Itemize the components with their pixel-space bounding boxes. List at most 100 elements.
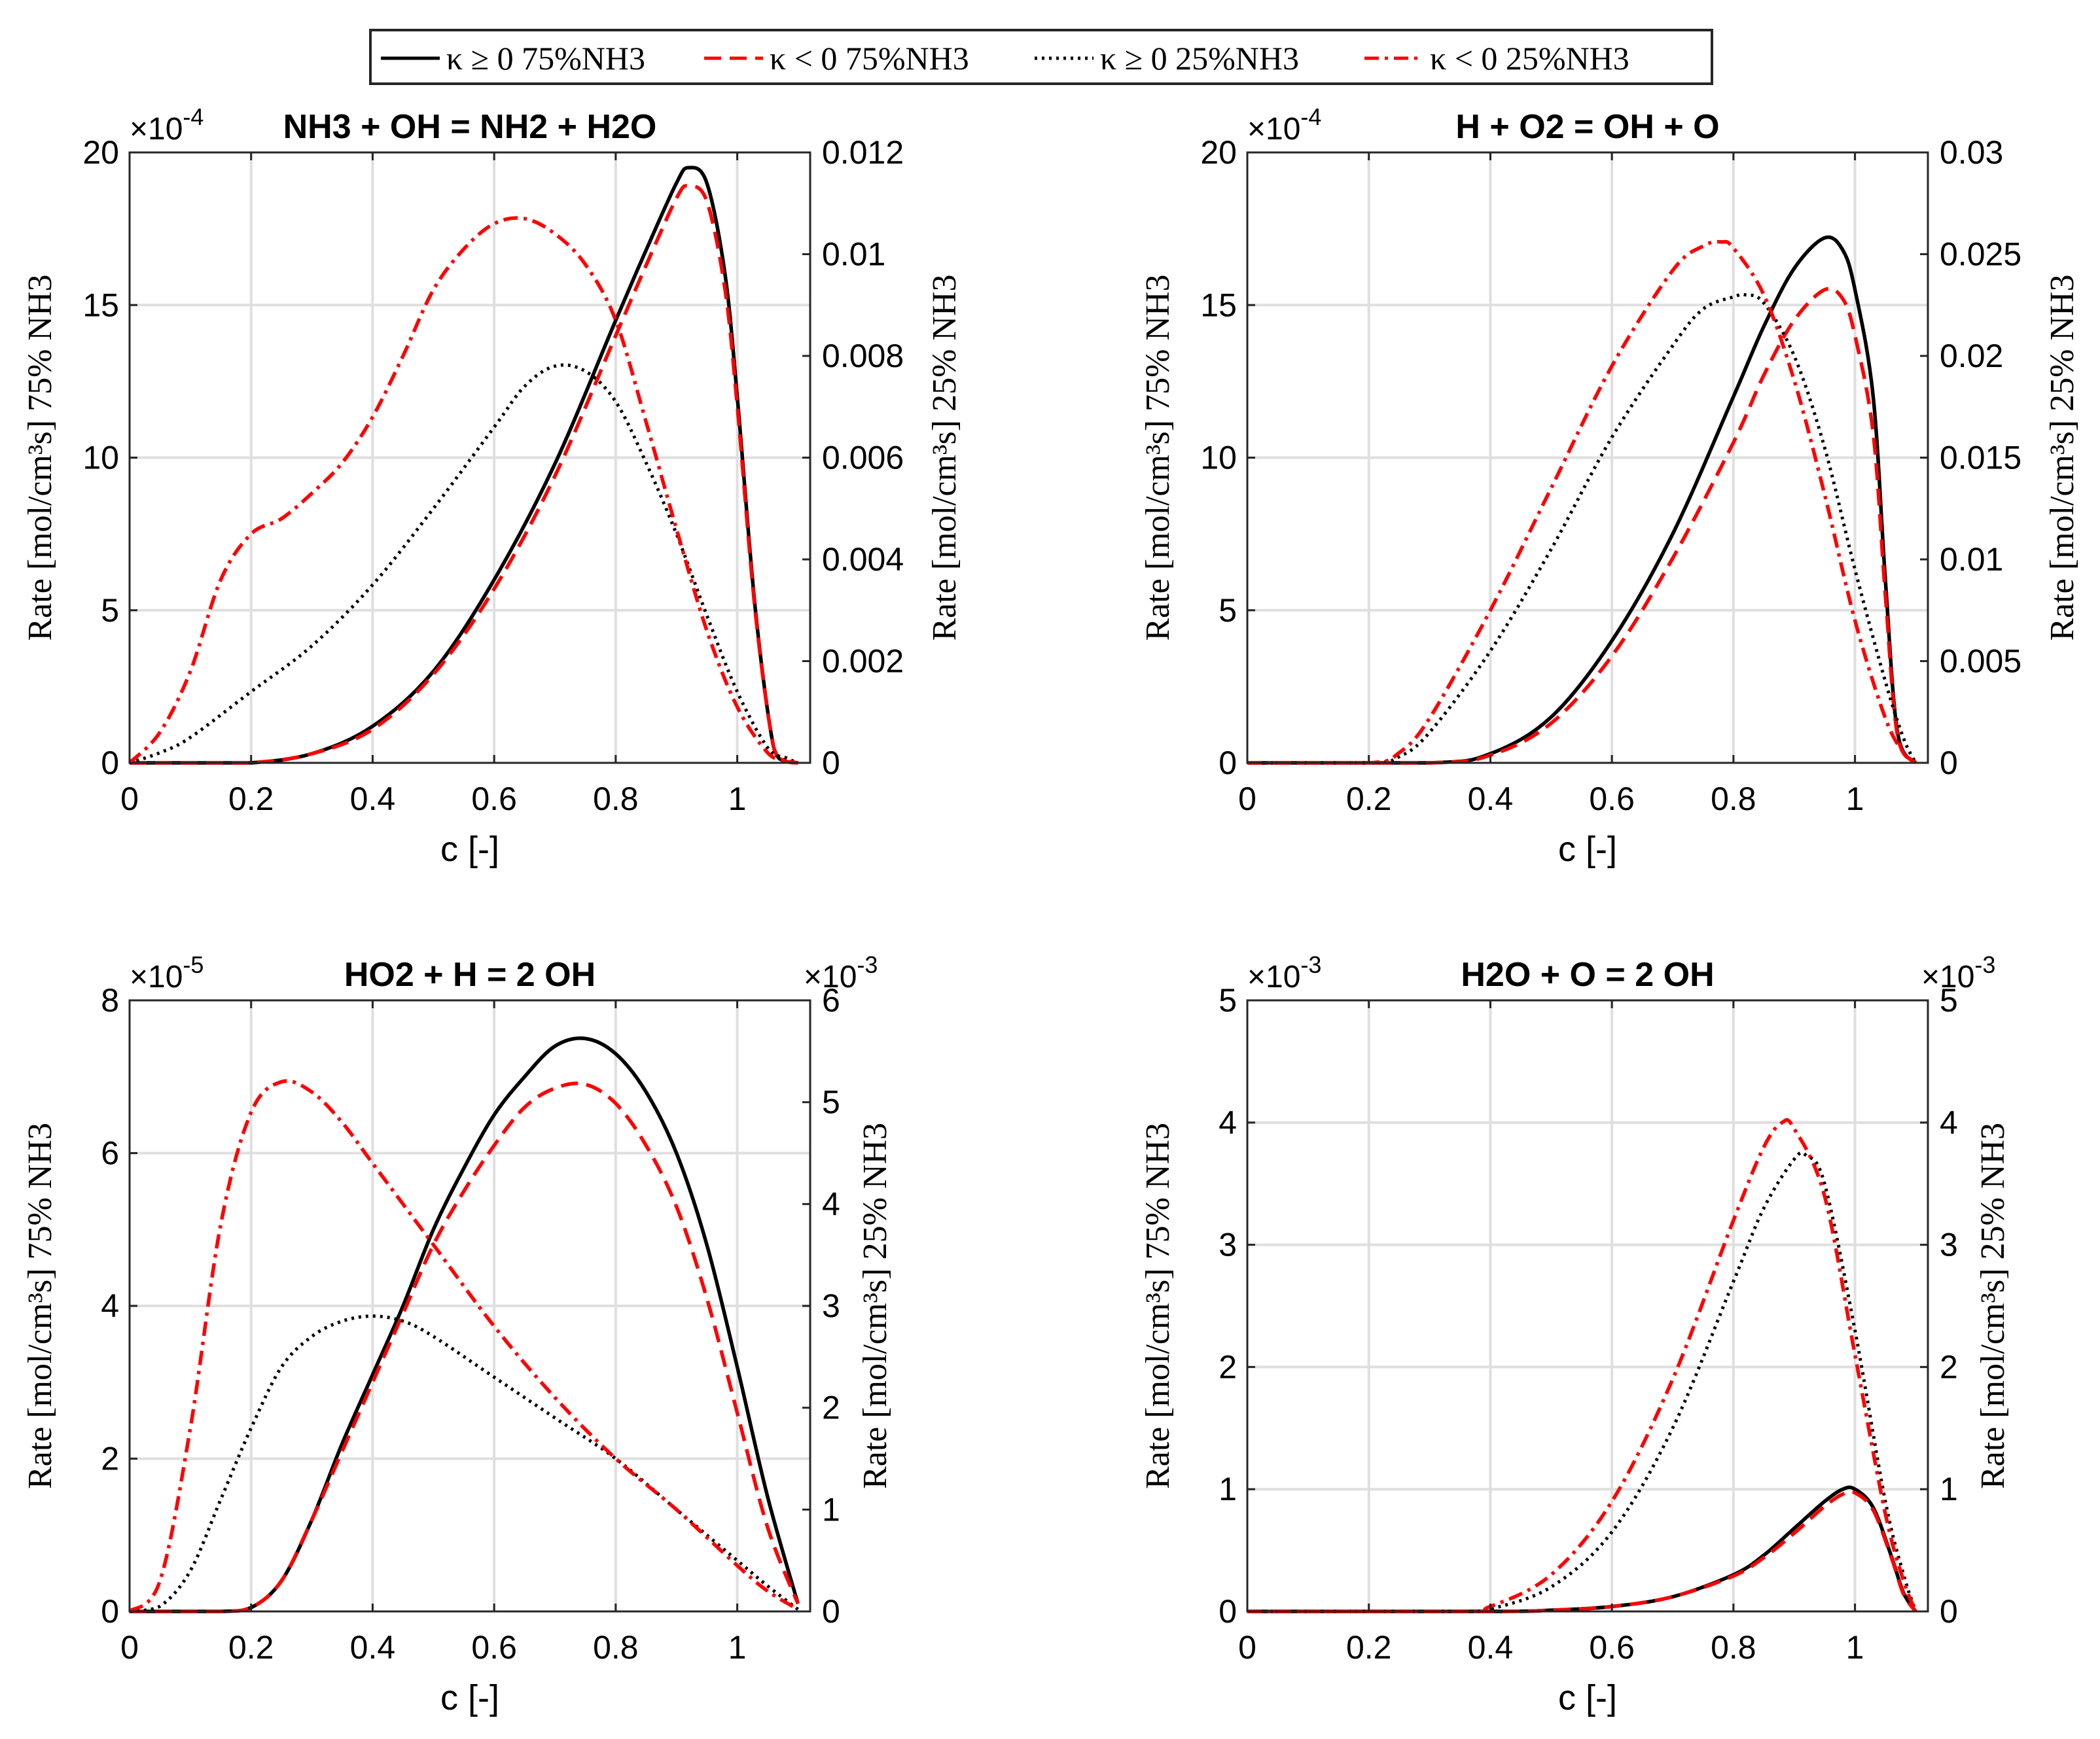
right-tick-label: 5 bbox=[1940, 982, 1958, 1019]
grid bbox=[1247, 1000, 1928, 1611]
grid bbox=[1247, 152, 1928, 763]
series-line-2 bbox=[129, 1081, 800, 1613]
series-line-2 bbox=[1247, 1489, 1917, 1613]
right-tick-label: 0.004 bbox=[822, 541, 904, 578]
right-tick-label: 3 bbox=[822, 1288, 840, 1324]
x-tick-label: 0.6 bbox=[1589, 1629, 1635, 1666]
right-tick-label: 4 bbox=[822, 1186, 840, 1222]
right-axis-multiplier: ×10-3 bbox=[1921, 951, 1995, 994]
right-tick-label: 0.002 bbox=[822, 643, 904, 680]
panel-title: H2O + O = 2 OH bbox=[1461, 956, 1714, 994]
left-tick-label: 8 bbox=[101, 982, 119, 1019]
x-tick-label: 0.8 bbox=[1711, 1629, 1756, 1666]
series-line-2 bbox=[130, 184, 798, 765]
x-axis-label: c [-] bbox=[1558, 830, 1617, 869]
left-tick-label: 0 bbox=[101, 745, 119, 781]
x-tick-label: 0 bbox=[1238, 781, 1256, 817]
legend-label-3: κ ≥ 0 25%NH3 bbox=[1100, 40, 1299, 77]
series-line-4 bbox=[128, 1079, 799, 1613]
left-axis-label: Rate [mol/cm³s] 75% NH3 bbox=[1139, 1123, 1177, 1489]
left-axis-label: Rate [mol/cm³s] 75% NH3 bbox=[22, 274, 59, 641]
axes: 0 0.2 0.4 0.6 0.8 1 0 2 4 6 8 0 1 2 3 4 5 6 ×10-5 ×10-3 Rate… bbox=[22, 951, 894, 1666]
legend-label-4: κ < 0 25%NH3 bbox=[1430, 40, 1629, 77]
legend-entry-1: κ ≥ 0 75%NH3 bbox=[381, 40, 645, 77]
series-curves bbox=[1247, 235, 1917, 765]
x-tick-label: 0.4 bbox=[350, 1629, 396, 1666]
panel-title: NH3 + OH = NH2 + H2O bbox=[283, 108, 657, 146]
x-tick-label: 0.2 bbox=[1346, 781, 1392, 817]
right-axis-multiplier: ×10-3 bbox=[804, 951, 878, 994]
left-tick-label: 2 bbox=[101, 1441, 119, 1477]
x-tick-label: 0.4 bbox=[1468, 781, 1514, 817]
left-tick-label: 20 bbox=[82, 134, 119, 171]
series-line-4 bbox=[1247, 239, 1917, 765]
x-tick-label: 0.4 bbox=[350, 781, 396, 817]
x-tick-label: 0 bbox=[1238, 1629, 1256, 1666]
left-tick-label: 2 bbox=[1219, 1348, 1237, 1385]
legend-entry-2: κ < 0 75%NH3 bbox=[704, 40, 969, 77]
right-tick-label: 0 bbox=[1940, 745, 1958, 781]
right-tick-label: 1 bbox=[822, 1491, 840, 1528]
right-tick-label: 0 bbox=[822, 1593, 840, 1630]
x-tick-label: 1 bbox=[1846, 1629, 1864, 1666]
x-tick-label: 0.4 bbox=[1468, 1629, 1514, 1666]
x-axis-label: c [-] bbox=[440, 830, 499, 869]
legend-label-1: κ ≥ 0 75%NH3 bbox=[446, 40, 645, 77]
legend-entry-3: κ ≥ 0 25%NH3 bbox=[1035, 40, 1299, 77]
series-curves bbox=[128, 166, 799, 765]
left-axis-multiplier: ×10-5 bbox=[130, 951, 204, 994]
right-tick-label: 2 bbox=[1940, 1348, 1958, 1385]
left-axis-label: Rate [mol/cm³s] 75% NH3 bbox=[22, 1123, 59, 1489]
right-tick-label: 1 bbox=[1940, 1471, 1958, 1507]
left-tick-label: 3 bbox=[1219, 1227, 1237, 1263]
grid bbox=[130, 1000, 810, 1611]
right-tick-label: 0 bbox=[822, 745, 840, 781]
legend-entry-4: κ < 0 25%NH3 bbox=[1364, 40, 1629, 77]
x-tick-label: 0.8 bbox=[593, 781, 639, 817]
left-tick-label: 20 bbox=[1200, 134, 1237, 171]
left-tick-label: 5 bbox=[1219, 592, 1237, 629]
right-tick-label: 0.01 bbox=[822, 236, 885, 273]
panel-title: H + O2 = OH + O bbox=[1455, 108, 1719, 146]
right-tick-label: 0.006 bbox=[822, 440, 904, 476]
x-tick-label: 1 bbox=[728, 781, 747, 817]
left-tick-label: 10 bbox=[82, 440, 119, 476]
left-tick-label: 5 bbox=[1219, 982, 1237, 1019]
left-tick-label: 0 bbox=[101, 1593, 119, 1630]
x-tick-label: 0 bbox=[120, 781, 139, 817]
x-tick-label: 0.8 bbox=[593, 1629, 639, 1666]
legend-label-2: κ < 0 75%NH3 bbox=[770, 40, 969, 77]
right-tick-label: 0.008 bbox=[822, 338, 904, 374]
axes-frame bbox=[1246, 999, 1929, 1613]
axes: 0 0.2 0.4 0.6 0.8 10510152000.0050.010.0150.0… bbox=[1139, 103, 2081, 817]
right-tick-label: 0.012 bbox=[822, 134, 904, 171]
series-line-4 bbox=[128, 216, 798, 765]
left-axis-multiplier: ×10-4 bbox=[1247, 103, 1321, 147]
right-axis-label: Rate [mol/cm³s] 25% NH3 bbox=[2044, 274, 2081, 641]
left-tick-label: 4 bbox=[101, 1288, 119, 1324]
series-line-3 bbox=[129, 363, 799, 765]
left-tick-label: 10 bbox=[1200, 440, 1237, 476]
series-line-3 bbox=[1247, 1151, 1917, 1613]
legend: κ ≥ 0 75%NH3 κ < 0 75%NH3 κ ≥ 0 25%NH3 κ… bbox=[369, 29, 1713, 85]
x-tick-label: 1 bbox=[1846, 781, 1864, 817]
right-tick-label: 0.02 bbox=[1940, 338, 2003, 374]
x-tick-label: 0.8 bbox=[1711, 781, 1756, 817]
right-tick-label: 6 bbox=[822, 982, 840, 1019]
right-tick-label: 0.03 bbox=[1940, 134, 2003, 171]
left-tick-label: 0 bbox=[1219, 1593, 1237, 1630]
right-tick-label: 0.005 bbox=[1940, 643, 2021, 680]
right-tick-label: 4 bbox=[1940, 1104, 1958, 1141]
right-tick-label: 0 bbox=[1940, 1593, 1958, 1630]
x-tick-label: 0.2 bbox=[228, 781, 274, 817]
left-tick-label: 15 bbox=[1200, 287, 1237, 323]
left-tick-label: 1 bbox=[1219, 1471, 1237, 1507]
right-tick-label: 0.01 bbox=[1940, 541, 2003, 578]
grid bbox=[130, 152, 810, 763]
left-tick-label: 6 bbox=[101, 1135, 119, 1172]
x-tick-label: 0 bbox=[120, 1629, 139, 1666]
x-tick-label: 0.2 bbox=[228, 1629, 274, 1666]
x-tick-label: 0.6 bbox=[471, 781, 517, 817]
